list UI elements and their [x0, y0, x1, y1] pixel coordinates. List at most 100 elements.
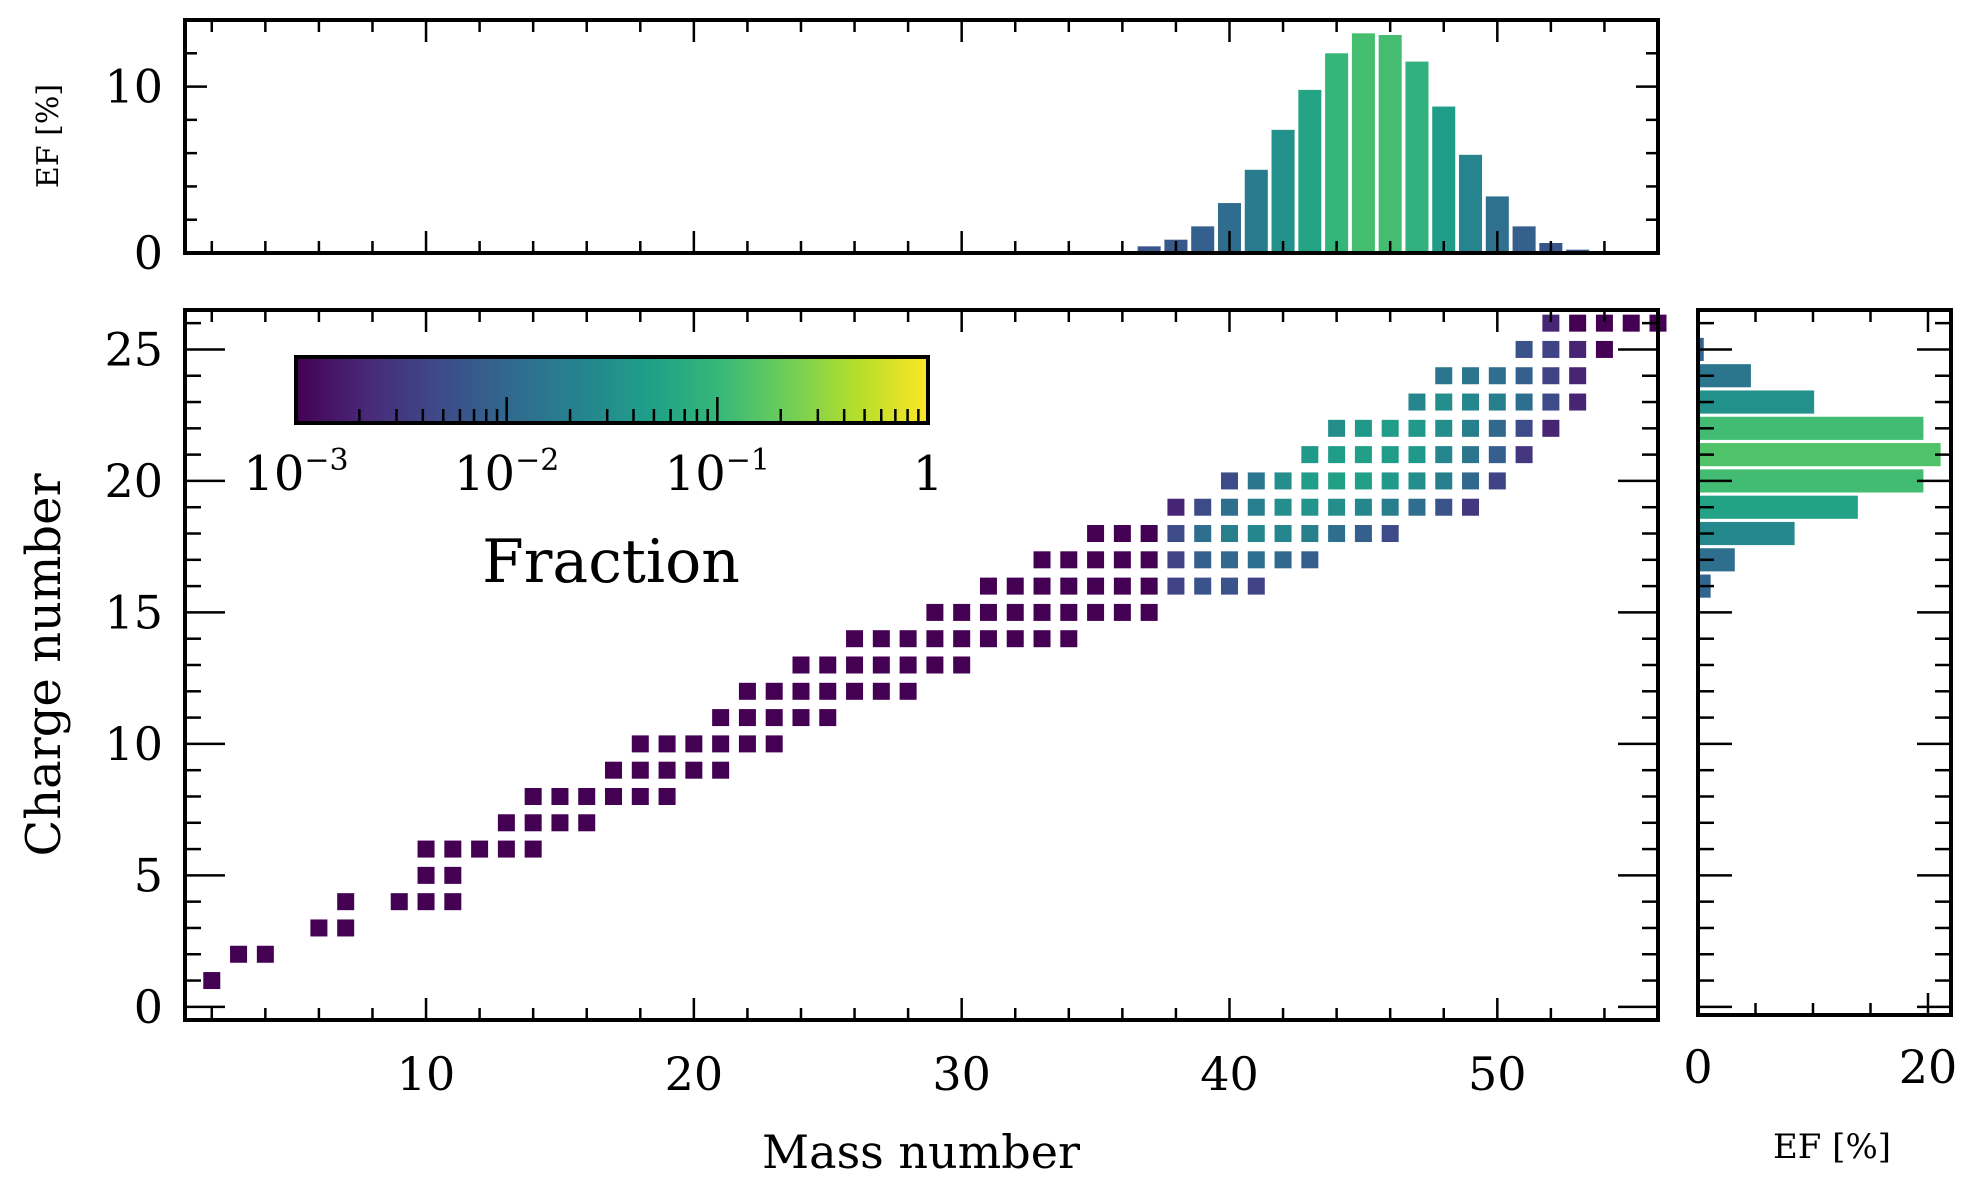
right-x-tick-label: 20 [1899, 1040, 1958, 1094]
top-bar [1271, 129, 1295, 253]
heatmap-cell [1354, 446, 1372, 464]
colorbar-tick-label: 1 [913, 446, 944, 502]
heatmap-cell [1087, 603, 1105, 621]
heatmap-cell [792, 656, 810, 674]
top-ticks: 0 10 [104, 18, 1660, 280]
heatmap-cell [1515, 393, 1533, 411]
heatmap-cell [953, 630, 971, 648]
heatmap-cell [1113, 603, 1131, 621]
right-x-tick-label: 0 [1683, 1040, 1712, 1094]
colorbar-tick-label: 10−3 [243, 443, 348, 502]
heatmap-cell [1328, 498, 1346, 516]
right-ticks: 0 20 [1683, 310, 1957, 1094]
top-bar [1298, 89, 1322, 254]
heatmap-cell [417, 866, 435, 884]
heatmap-cell [1488, 419, 1506, 437]
top-bar [1325, 53, 1349, 254]
heatmap-cell [738, 735, 756, 753]
colorbar-gradient [294, 355, 930, 425]
heatmap-cell [256, 945, 274, 963]
top-bar [1217, 203, 1242, 253]
heatmap-cell [1006, 577, 1024, 595]
top-y-tick-label: 0 [134, 226, 163, 280]
heatmap-cell [979, 577, 997, 595]
heatmap-cell [765, 735, 783, 753]
heatmap-cell [846, 682, 864, 700]
heatmap-cell [1328, 525, 1346, 543]
heatmap-cell [1060, 630, 1078, 648]
heatmap-cell [310, 919, 328, 937]
heatmap-cell [471, 840, 489, 858]
heatmap-cell [1515, 367, 1533, 385]
heatmap-cell [337, 893, 355, 911]
heatmap-cell [444, 866, 462, 884]
heatmap-cell [926, 656, 944, 674]
heatmap-cell [926, 630, 944, 648]
heatmap-cell [1488, 472, 1506, 490]
heatmap-cell [1220, 525, 1238, 543]
main-x-tick-label: 30 [932, 1047, 991, 1101]
heatmap-cell [685, 735, 703, 753]
heatmap-cell [1408, 446, 1426, 464]
heatmap-cell [872, 630, 890, 648]
heatmap-cell [1328, 446, 1346, 464]
heatmap-cell [551, 787, 569, 805]
heatmap-cell [1569, 393, 1587, 411]
heatmap-cell [926, 603, 944, 621]
heatmap-cell [1006, 630, 1024, 648]
heatmap-cell [1515, 340, 1533, 358]
top-bar [1405, 61, 1429, 253]
heatmap-cell [1515, 446, 1533, 464]
heatmap-cell [685, 761, 703, 779]
heatmap-cell [1167, 525, 1185, 543]
top-bar [1137, 246, 1161, 253]
heatmap-cell [1435, 472, 1453, 490]
right-panel-frame [1696, 308, 1953, 1017]
heatmap-cell [444, 893, 462, 911]
heatmap-cell [1033, 630, 1051, 648]
heatmap-cell [1354, 472, 1372, 490]
heatmap-cell [1301, 551, 1319, 569]
colorbar-ticks [358, 397, 920, 423]
heatmap-cell [1462, 393, 1480, 411]
heatmap-cell [1247, 577, 1265, 595]
top-histogram-panel: 0 10 EF [%] [31, 18, 1660, 280]
heatmap-cell [872, 682, 890, 700]
heatmap-cell [1247, 551, 1265, 569]
heatmap-cell [1542, 419, 1560, 437]
heatmap-cell [631, 761, 649, 779]
heatmap-cell [631, 787, 649, 805]
heatmap-cell [1569, 340, 1587, 358]
top-bar [1244, 169, 1268, 253]
heatmap-cell [1087, 577, 1105, 595]
heatmap-cell [337, 919, 355, 937]
heatmap-cell [1140, 525, 1158, 543]
top-y-tick-label: 10 [104, 60, 163, 114]
heatmap-cell [1435, 446, 1453, 464]
heatmap-cell [1381, 498, 1399, 516]
heatmap-cell [738, 709, 756, 727]
heatmap-cell [1435, 367, 1453, 385]
heatmap-cell [1354, 498, 1372, 516]
heatmap-cell [1542, 314, 1560, 332]
right-histogram-panel: 0 20 EF [%] [1683, 308, 1957, 1167]
heatmap-cell [1167, 577, 1185, 595]
top-panel-frame [183, 18, 1660, 255]
heatmap-cell [1435, 393, 1453, 411]
heatmap-cell [1113, 525, 1131, 543]
heatmap-cell [792, 682, 810, 700]
heatmap-cell [1301, 525, 1319, 543]
heatmap-cell [712, 709, 730, 727]
heatmap-cell [1381, 446, 1399, 464]
right-bars [1698, 337, 1941, 598]
heatmap-cell [765, 682, 783, 700]
heatmap-cell [1435, 498, 1453, 516]
heatmap-cell [1113, 551, 1131, 569]
heatmap-cell [1462, 419, 1480, 437]
heatmap-cell [524, 840, 542, 858]
heatmap-cell [1354, 419, 1372, 437]
heatmap-cell [1087, 551, 1105, 569]
heatmap-cell [1247, 498, 1265, 516]
heatmap-cell [899, 630, 917, 648]
